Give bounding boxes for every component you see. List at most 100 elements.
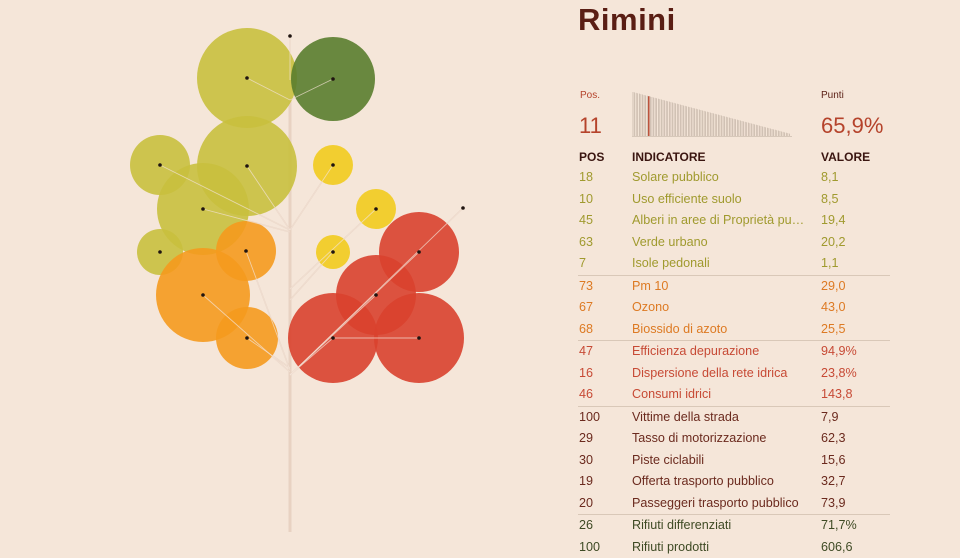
row-value: 29,0 — [821, 276, 891, 298]
row-value: 32,7 — [821, 471, 891, 493]
city-title: Rimini — [578, 2, 676, 38]
tree-node-dot — [245, 336, 249, 340]
row-indicator: Tasso di motorizzazione — [632, 428, 816, 450]
position-label: Pos. — [580, 90, 600, 101]
row-indicator: Alberi in aree di Proprietà pu… — [632, 210, 816, 232]
tree-node-dot — [288, 34, 292, 38]
row-value: 25,5 — [821, 319, 891, 341]
row-indicator: Isole pedonali — [632, 253, 816, 275]
tree-node-dot — [417, 250, 421, 254]
row-indicator: Offerta trasporto pubblico — [632, 471, 816, 493]
tree-node-dot — [245, 164, 249, 168]
tree-node-dot — [201, 207, 205, 211]
row-value: 1,1 — [821, 253, 891, 275]
row-pos: 73 — [579, 276, 629, 298]
row-pos: 63 — [579, 232, 629, 254]
row-indicator: Efficienza depurazione — [632, 341, 816, 363]
row-indicator: Biossido di azoto — [632, 319, 816, 341]
row-pos: 18 — [579, 167, 629, 189]
row-indicator: Verde urbano — [632, 232, 816, 254]
row-value: 15,6 — [821, 450, 891, 472]
tree-branch-overlay — [290, 165, 333, 230]
tree-node-dot — [417, 336, 421, 340]
tree-node-dot — [374, 293, 378, 297]
points-label: Punti — [821, 90, 844, 101]
column-header-indicator: INDICATORE — [632, 150, 706, 164]
row-pos: 7 — [579, 253, 629, 275]
row-pos: 46 — [579, 384, 629, 406]
row-indicator: Rifiuti differenziati — [632, 515, 816, 537]
tree-node-dot — [158, 250, 162, 254]
tree-node-dot — [158, 163, 162, 167]
row-indicator: Piste ciclabili — [632, 450, 816, 472]
row-indicator: Passeggeri trasporto pubblico — [632, 493, 816, 515]
row-value: 71,7% — [821, 515, 891, 537]
row-value: 19,4 — [821, 210, 891, 232]
tree-node-dot — [331, 336, 335, 340]
row-value: 43,0 — [821, 297, 891, 319]
row-pos: 26 — [579, 515, 629, 537]
row-pos: 16 — [579, 363, 629, 385]
tree-node-dot — [331, 77, 335, 81]
tree-node-dot — [201, 293, 205, 297]
tree-node-dot — [461, 206, 465, 210]
city-panel: Rimini Pos. 11 Punti 65,9% POS INDICATOR… — [578, 0, 960, 540]
row-indicator: Pm 10 — [632, 276, 816, 298]
row-indicator: Vittime della strada — [632, 407, 816, 429]
indicator-tree-chart — [0, 0, 560, 540]
row-pos: 19 — [579, 471, 629, 493]
ranking-sparkline — [632, 90, 792, 138]
column-header-pos: POS — [579, 150, 604, 164]
tree-node-dot — [374, 207, 378, 211]
row-value: 62,3 — [821, 428, 891, 450]
row-indicator: Solare pubblico — [632, 167, 816, 189]
row-value: 8,5 — [821, 189, 891, 211]
row-value: 94,9% — [821, 341, 891, 363]
row-pos: 29 — [579, 428, 629, 450]
tree-node-dot — [244, 249, 248, 253]
row-pos: 68 — [579, 319, 629, 341]
column-header-value: VALORE — [821, 150, 870, 164]
row-pos: 45 — [579, 210, 629, 232]
row-value: 23,8% — [821, 363, 891, 385]
row-pos: 20 — [579, 493, 629, 515]
row-value: 8,1 — [821, 167, 891, 189]
row-indicator: Consumi idrici — [632, 384, 816, 406]
tree-node-dot — [331, 163, 335, 167]
tree-node-dot — [245, 76, 249, 80]
position-value: 11 — [579, 113, 602, 139]
row-indicator: Dispersione della rete idrica — [632, 363, 816, 385]
row-pos: 10 — [579, 189, 629, 211]
row-value: 7,9 — [821, 407, 891, 429]
row-value: 20,2 — [821, 232, 891, 254]
row-value: 143,8 — [821, 384, 891, 406]
row-indicator: Ozono — [632, 297, 816, 319]
row-value: 73,9 — [821, 493, 891, 515]
tree-node-dot — [331, 250, 335, 254]
row-pos: 100 — [579, 407, 629, 429]
row-pos: 30 — [579, 450, 629, 472]
row-pos: 67 — [579, 297, 629, 319]
points-value: 65,9% — [821, 113, 883, 139]
tree-branch-overlay — [290, 252, 333, 300]
row-pos: 47 — [579, 341, 629, 363]
row-indicator: Uso efficiente suolo — [632, 189, 816, 211]
